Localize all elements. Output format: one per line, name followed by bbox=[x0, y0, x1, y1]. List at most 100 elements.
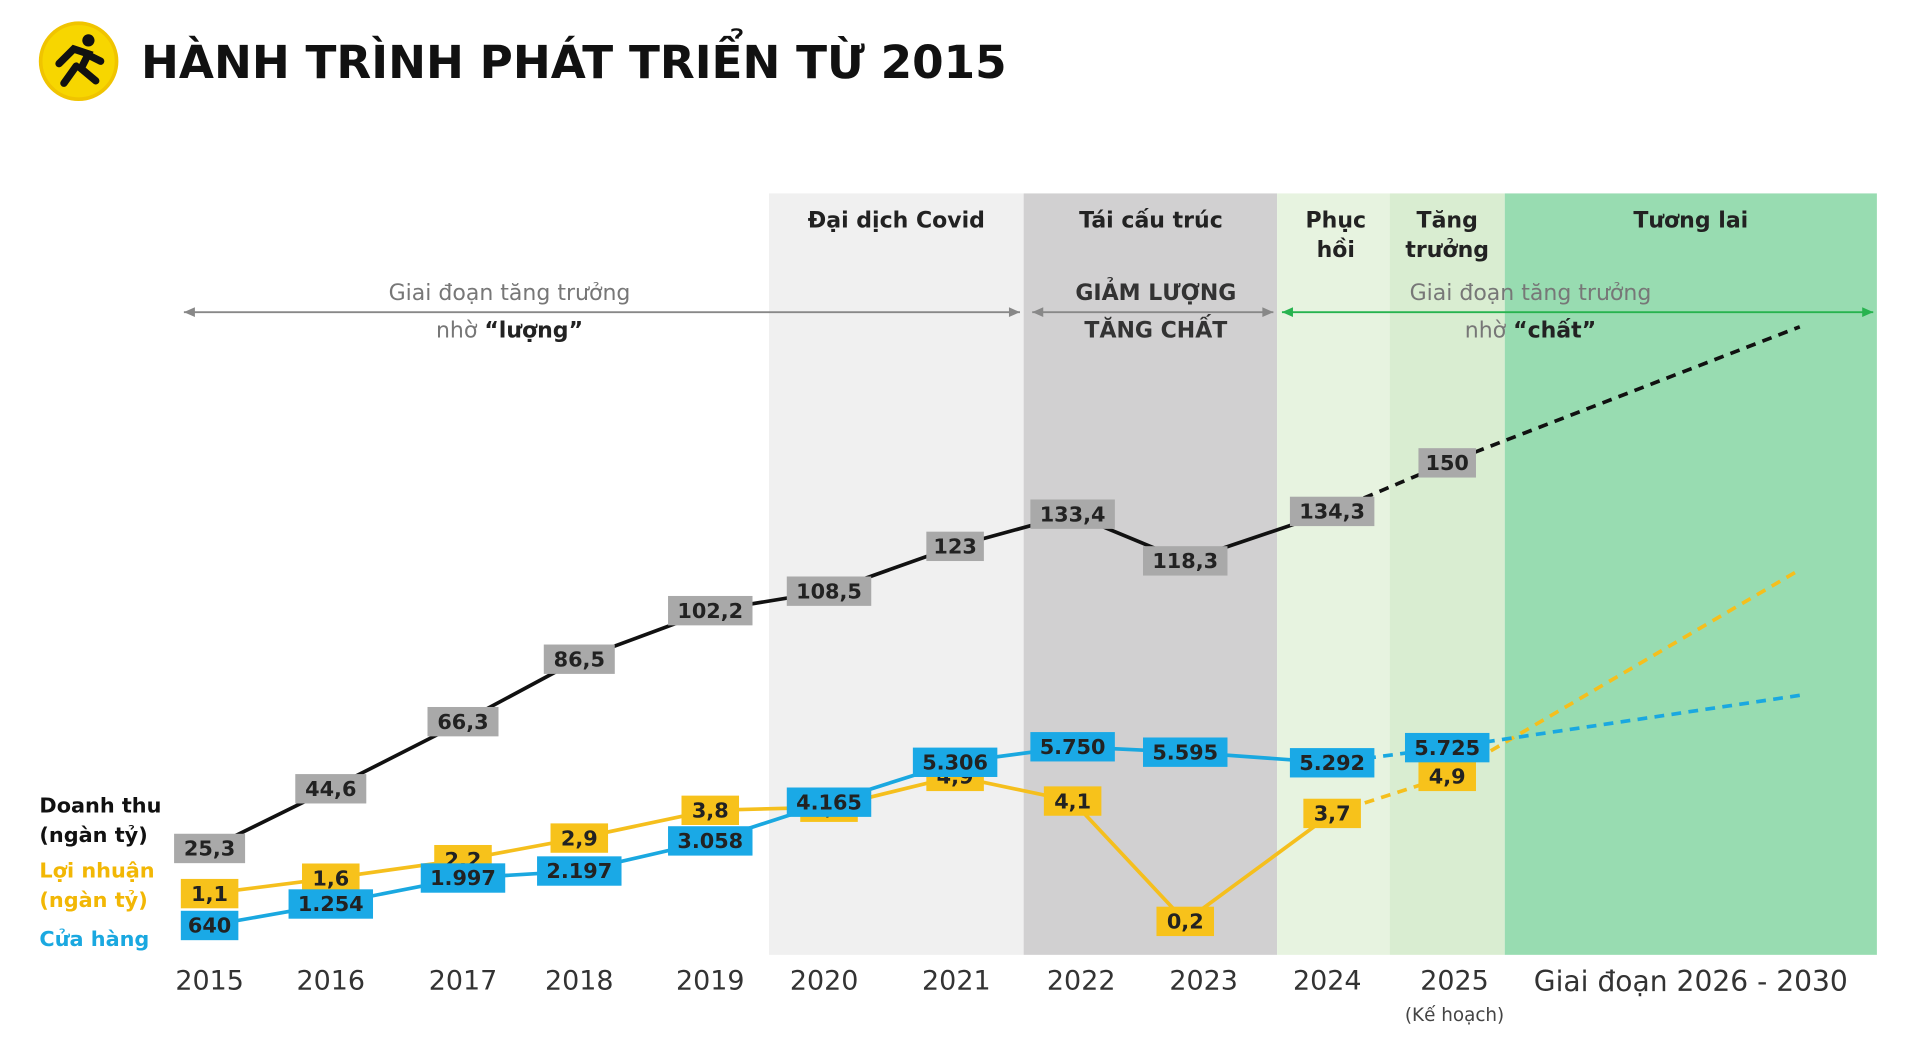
value-label: 5.306 bbox=[922, 751, 988, 775]
phase-label: trưởng bbox=[1405, 238, 1489, 263]
value-box bbox=[926, 531, 984, 562]
phase-label: Phục bbox=[1306, 209, 1367, 234]
phase-band bbox=[1389, 193, 1505, 955]
x-tick-label: 2017 bbox=[429, 965, 498, 996]
value-box bbox=[1418, 761, 1476, 792]
value-box bbox=[302, 863, 360, 893]
legend-unit: (ngàn tỷ) bbox=[39, 888, 147, 912]
category-note: (Kế hoạch) bbox=[1405, 1005, 1504, 1026]
legend-label: Doanh thu bbox=[39, 794, 161, 818]
value-box bbox=[1030, 499, 1115, 529]
value-box bbox=[1303, 798, 1361, 829]
value-box bbox=[1030, 732, 1115, 762]
x-tick-label: 2016 bbox=[297, 965, 366, 996]
value-box bbox=[550, 823, 609, 853]
era-text: nhờ bbox=[436, 319, 484, 344]
value-box bbox=[786, 787, 872, 817]
value-label: 102,2 bbox=[677, 599, 743, 623]
value-label: 5.595 bbox=[1152, 740, 1218, 764]
value-box bbox=[180, 910, 239, 941]
value-label: 66,3 bbox=[437, 710, 488, 734]
value-label: 118,3 bbox=[1152, 549, 1218, 573]
phase-label: Đại dịch Covid bbox=[808, 209, 985, 234]
future-label: Giai đoạn 2026 - 2030 bbox=[1534, 965, 1848, 998]
value-label: 4.165 bbox=[796, 790, 862, 814]
era-label: nhờ “lượng” bbox=[436, 319, 583, 344]
value-box bbox=[427, 706, 499, 737]
value-label: 25,3 bbox=[184, 837, 235, 861]
value-box bbox=[1043, 786, 1102, 816]
logo bbox=[38, 21, 119, 101]
legend-label: Lợi nhuận bbox=[39, 859, 154, 883]
era-emphasis: “chất” bbox=[1513, 319, 1596, 344]
x-tick-label: 2023 bbox=[1169, 965, 1238, 996]
era-text: nhờ bbox=[1465, 319, 1513, 344]
x-tick-label: 2024 bbox=[1293, 965, 1362, 996]
value-label: 1.254 bbox=[298, 892, 364, 916]
value-label: 3,8 bbox=[692, 799, 729, 823]
value-box bbox=[537, 856, 622, 886]
value-label: 150 bbox=[1426, 451, 1469, 475]
value-box bbox=[668, 826, 753, 856]
value-label: 5.750 bbox=[1040, 735, 1106, 759]
era-label: TĂNG CHẤT bbox=[1084, 315, 1227, 344]
value-box bbox=[912, 747, 998, 777]
value-box bbox=[668, 595, 753, 626]
era-emphasis: “lượng” bbox=[484, 319, 583, 344]
value-box bbox=[681, 795, 740, 826]
value-box bbox=[420, 863, 506, 893]
era-label: GIẢM LƯỢNG bbox=[1075, 278, 1236, 306]
value-label: 134,3 bbox=[1299, 500, 1365, 524]
series-line bbox=[209, 744, 1333, 928]
era-label: nhờ “chất” bbox=[1465, 319, 1596, 344]
value-label: 4,9 bbox=[1429, 765, 1466, 789]
x-tick-label: 2022 bbox=[1047, 965, 1116, 996]
x-tick-label: 2018 bbox=[545, 965, 614, 996]
era-text: Giai đoạn tăng trưởng bbox=[389, 281, 631, 306]
value-box bbox=[288, 889, 374, 919]
phase-label: Tái cấu trúc bbox=[1079, 209, 1223, 234]
series-line bbox=[208, 509, 1333, 851]
value-label: 123 bbox=[933, 535, 976, 559]
chart-title: HÀNH TRÌNH PHÁT TRIỂN TỪ 2015 bbox=[141, 29, 1007, 89]
value-label: 86,5 bbox=[554, 647, 605, 671]
value-label: 3.058 bbox=[677, 829, 743, 853]
value-label: 0,2 bbox=[1167, 910, 1204, 934]
value-box bbox=[1418, 448, 1476, 478]
x-tick-label: 2021 bbox=[922, 965, 991, 996]
value-label: 3,7 bbox=[1314, 802, 1351, 826]
era-label: Giai đoạn tăng trưởng bbox=[389, 281, 631, 306]
value-label: 108,5 bbox=[796, 579, 862, 603]
x-tick-label: 2025 bbox=[1420, 965, 1489, 996]
value-box bbox=[174, 833, 246, 864]
value-label: 2,9 bbox=[561, 826, 598, 850]
era-label: Giai đoạn tăng trưởng bbox=[1410, 281, 1652, 306]
value-box bbox=[1289, 748, 1375, 778]
value-box bbox=[1143, 546, 1228, 576]
x-tick-label: 2015 bbox=[175, 965, 244, 996]
value-label: 44,6 bbox=[305, 777, 356, 801]
value-box bbox=[1156, 906, 1215, 937]
x-tick-label: 2019 bbox=[676, 965, 745, 996]
value-box bbox=[295, 774, 367, 804]
value-box bbox=[543, 644, 615, 674]
value-label: 2.197 bbox=[546, 859, 612, 883]
value-label: 4,1 bbox=[1054, 789, 1091, 813]
value-label: 1.997 bbox=[430, 866, 496, 890]
value-label: 640 bbox=[188, 914, 231, 938]
legend-label: Cửa hàng bbox=[39, 927, 149, 951]
era-text: TĂNG CHẤT bbox=[1084, 315, 1227, 344]
value-box bbox=[1404, 732, 1490, 763]
value-box bbox=[786, 576, 872, 606]
phase-band bbox=[769, 193, 1024, 955]
value-box bbox=[180, 878, 239, 909]
phase-label: Tương lai bbox=[1633, 209, 1748, 234]
x-tick-label: 2020 bbox=[790, 965, 859, 996]
value-label: 1,1 bbox=[191, 882, 228, 906]
era-text: Giai đoạn tăng trưởng bbox=[1410, 281, 1652, 306]
value-box bbox=[1143, 737, 1228, 767]
phase-label: Tăng bbox=[1417, 209, 1478, 234]
value-label: 133,4 bbox=[1040, 502, 1106, 526]
